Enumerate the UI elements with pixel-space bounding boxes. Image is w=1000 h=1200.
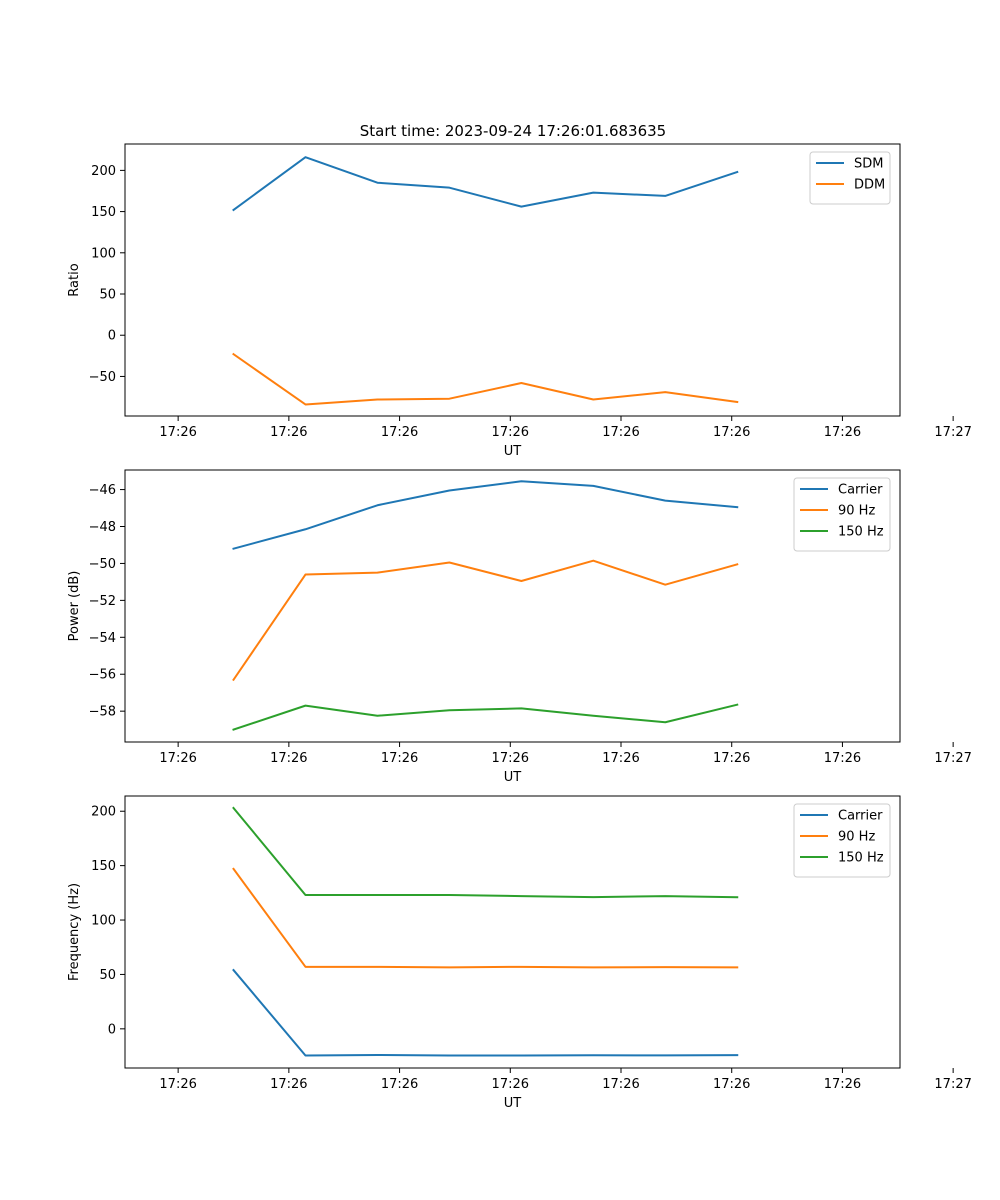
legend-box	[793, 803, 891, 878]
series-line-90-hz	[232, 559, 739, 682]
panels: 17:26 17:26 17:26 17:26 17:26 17:26 17:26 17:27…	[67, 143, 972, 1111]
x-tick-label: 17:26	[824, 751, 861, 766]
y-tick-label: −46	[89, 483, 116, 498]
x-tick-label: 17:26	[270, 425, 307, 440]
x-tick-label: 17:27	[934, 751, 971, 766]
chart-panel-1: 17:26 17:26 17:26 17:26 17:26 17:26 17:26 17:27…	[67, 143, 972, 459]
x-tick-label: 17:26	[381, 425, 418, 440]
x-axis-label: UT	[504, 1096, 522, 1111]
series-line-ddm	[232, 352, 739, 406]
y-tick-label: 200	[91, 164, 116, 179]
y-tick-label: 100	[91, 914, 116, 929]
y-tick-label: −50	[89, 370, 116, 385]
x-tick-label: 17:26	[159, 751, 196, 766]
x-tick-label: 17:26	[602, 425, 639, 440]
x-tick-label: 17:26	[381, 751, 418, 766]
y-tick-label: −58	[89, 705, 116, 720]
y-tick-label: −52	[89, 594, 116, 609]
legend: Carrier 90 Hz 150 Hz	[793, 477, 891, 552]
legend-label: 90 Hz	[838, 504, 875, 519]
legend: SDM DDM	[809, 151, 891, 205]
legend-label: Carrier	[838, 483, 883, 498]
series-line-sdm	[232, 156, 739, 212]
y-tick-label: 200	[91, 805, 116, 820]
legend-label: Carrier	[838, 809, 883, 824]
y-tick-label: 50	[99, 288, 116, 303]
x-tick-label: 17:26	[270, 1077, 307, 1092]
legend-label: 150 Hz	[838, 525, 884, 540]
x-tick-label: 17:26	[159, 1077, 196, 1092]
x-tick-label: 17:26	[492, 1077, 529, 1092]
x-tick-label: 17:26	[602, 751, 639, 766]
y-tick-label: 150	[91, 205, 116, 220]
x-tick-label: 17:26	[824, 1077, 861, 1092]
series-line-carrier	[232, 968, 739, 1057]
x-tick-label: 17:26	[602, 1077, 639, 1092]
y-axis-label: Frequency (Hz)	[67, 883, 82, 981]
x-axis-label: UT	[504, 444, 522, 459]
y-tick-label: −56	[89, 668, 116, 683]
y-tick-label: 150	[91, 859, 116, 874]
series-line-150-hz	[232, 806, 739, 899]
x-tick-label: 17:26	[492, 425, 529, 440]
legend-box	[793, 477, 891, 552]
series-line-150-hz	[232, 703, 739, 731]
y-tick-label: 0	[108, 1022, 116, 1037]
x-tick-label: 17:26	[492, 751, 529, 766]
legend-label: DDM	[854, 178, 885, 193]
y-tick-label: −54	[89, 631, 116, 646]
x-tick-label: 17:26	[824, 425, 861, 440]
y-tick-label: −48	[89, 520, 116, 535]
legend-label: 90 Hz	[838, 830, 875, 845]
legend: Carrier 90 Hz 150 Hz	[793, 803, 891, 878]
plot-frame	[124, 143, 901, 417]
x-tick-label: 17:26	[713, 751, 750, 766]
series-line-90-hz	[232, 867, 739, 969]
y-tick-label: 50	[99, 968, 116, 983]
y-axis-label: Power (dB)	[67, 571, 82, 642]
x-tick-label: 17:26	[713, 1077, 750, 1092]
y-tick-label: −50	[89, 557, 116, 572]
series-line-carrier	[232, 480, 739, 550]
x-tick-label: 17:26	[159, 425, 196, 440]
chart-panel-2: 17:26 17:26 17:26 17:26 17:26 17:26 17:26 17:27…	[67, 469, 972, 785]
x-axis-label: UT	[504, 770, 522, 785]
legend-label: 150 Hz	[838, 851, 884, 866]
x-tick-label: 17:26	[713, 425, 750, 440]
x-tick-label: 17:26	[270, 751, 307, 766]
legend-label: SDM	[854, 157, 883, 172]
legend-box	[809, 151, 891, 205]
x-tick-label: 17:27	[934, 425, 971, 440]
plot-frame	[124, 795, 901, 1069]
chart-panel-3: 17:26 17:26 17:26 17:26 17:26 17:26 17:26 17:27…	[67, 795, 972, 1111]
y-axis-label: Ratio	[67, 263, 82, 296]
y-tick-label: 100	[91, 246, 116, 261]
plot-frame	[124, 469, 901, 743]
figure-title: Start time: 2023-09-24 17:26:01.683635	[360, 122, 666, 140]
x-tick-label: 17:27	[934, 1077, 971, 1092]
x-tick-label: 17:26	[381, 1077, 418, 1092]
y-tick-label: 0	[108, 329, 116, 344]
